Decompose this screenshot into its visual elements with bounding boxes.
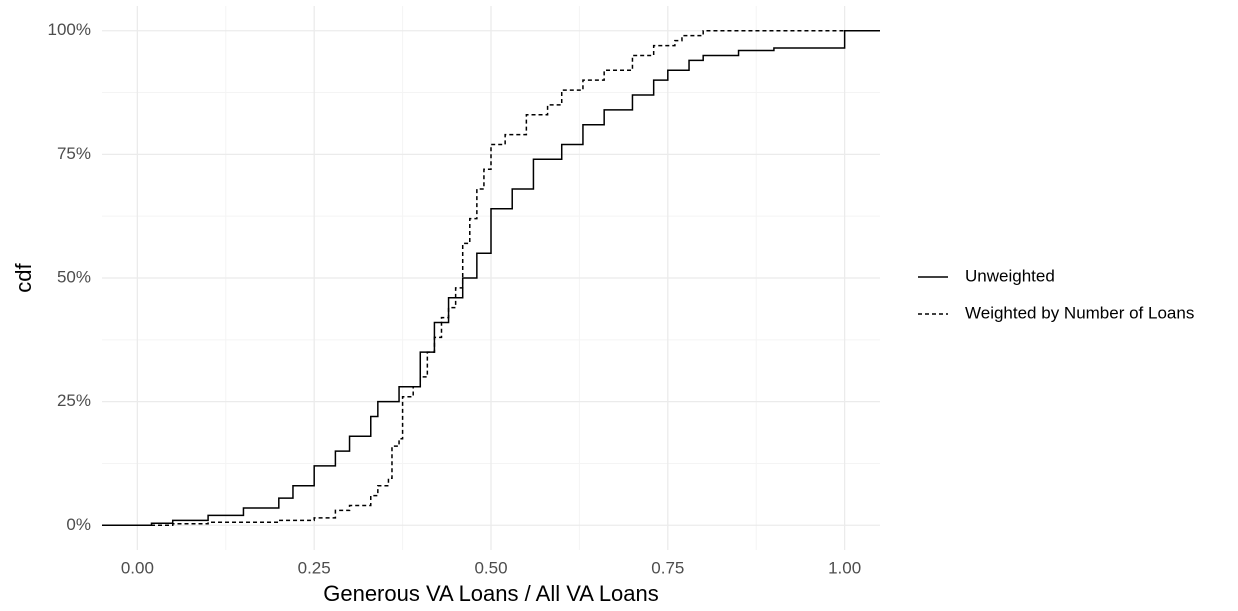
x-tick-label: 1.00 (828, 558, 861, 577)
x-axis-title: Generous VA Loans / All VA Loans (323, 581, 659, 606)
ecdf-line (102, 29, 880, 527)
x-tick-label: 0.50 (474, 558, 507, 577)
y-tick-label: 50% (57, 267, 91, 286)
y-tick-label: 100% (48, 20, 91, 39)
y-axis-title: cdf (11, 262, 36, 292)
y-tick-label: 25% (57, 391, 91, 410)
legend-label: Unweighted (965, 266, 1055, 285)
x-tick-label: 0.00 (121, 558, 154, 577)
x-tick-label: 0.25 (298, 558, 331, 577)
y-tick-label: 75% (57, 144, 91, 163)
x-tick-label: 0.75 (651, 558, 684, 577)
y-tick-label: 0% (66, 515, 91, 534)
legend-label: Weighted by Number of Loans (965, 303, 1194, 322)
